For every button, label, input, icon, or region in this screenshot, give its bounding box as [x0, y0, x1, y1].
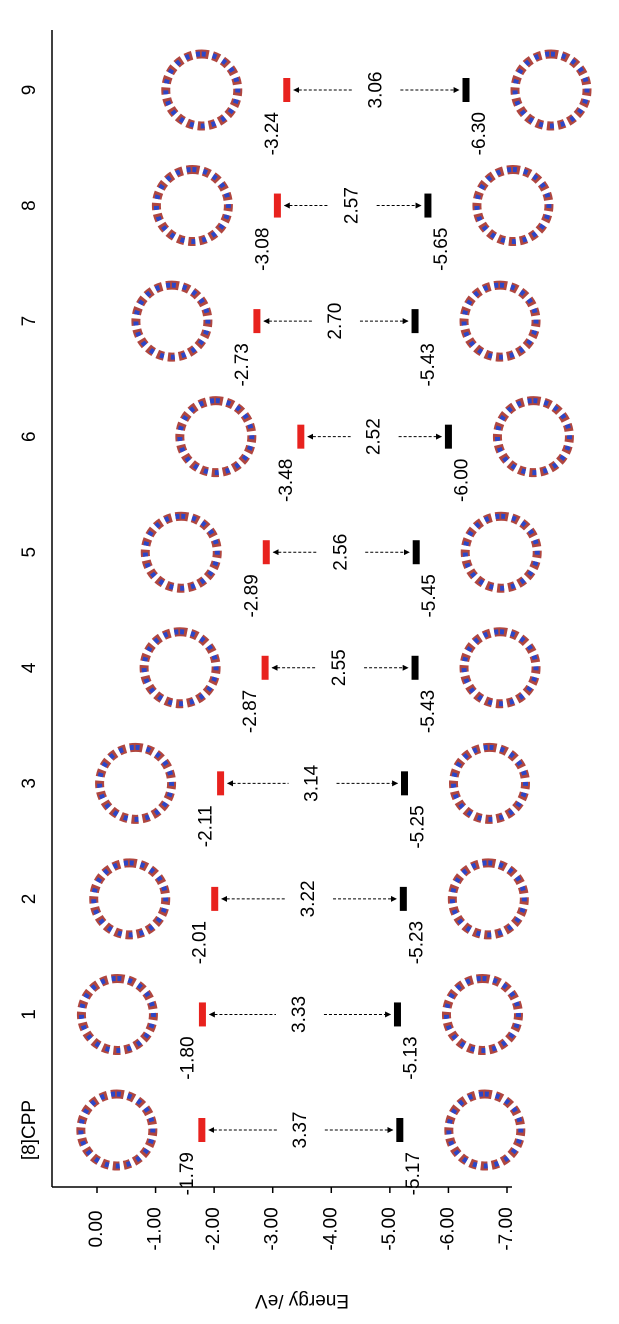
energy-level — [211, 887, 218, 911]
value-label: -5.43 — [418, 690, 439, 733]
y-tick-label: -4.00 — [320, 1207, 341, 1250]
category-label: 4 — [19, 662, 40, 673]
orbital-image — [465, 516, 537, 588]
value-label: -5.13 — [400, 1036, 421, 1079]
plot-area: Energy /eV 0.00 -1.00 -2.00 -3.00 -4.00 -5.00… — [19, 30, 587, 1311]
energy-level — [283, 78, 290, 102]
category-label: 1 — [19, 1009, 40, 1020]
orbital-image — [452, 863, 524, 935]
gap-label: 2.56 — [330, 534, 351, 571]
gap-label: 2.70 — [325, 303, 346, 340]
category-label: 6 — [19, 431, 40, 442]
value-label: -1.80 — [177, 1036, 198, 1079]
value-label: -2.01 — [190, 921, 211, 964]
value-label: -2.11 — [196, 805, 217, 847]
orbital-image — [180, 401, 252, 473]
value-label: -2.87 — [240, 690, 261, 733]
value-label: -5.25 — [408, 805, 429, 848]
y-tick-label: -2.00 — [203, 1207, 224, 1250]
y-tick-label: -7.00 — [496, 1207, 517, 1250]
orbital-image — [166, 54, 238, 126]
energy-level — [297, 425, 304, 449]
energy-level — [424, 194, 431, 218]
gap-label: 2.55 — [329, 649, 350, 686]
gap-label: 3.06 — [365, 72, 386, 109]
energy-level — [394, 1002, 401, 1026]
energy-level — [263, 540, 270, 564]
orbital-image — [136, 285, 208, 357]
orbital-image — [449, 1094, 521, 1166]
orbital-image — [446, 978, 518, 1050]
gap-label: 3.22 — [298, 880, 319, 917]
y-tick-label: 0.00 — [86, 1211, 107, 1248]
category-label: 3 — [19, 778, 40, 789]
axis-title: Energy /eV — [255, 1290, 349, 1311]
y-tick-label: -3.00 — [262, 1207, 283, 1250]
gap-label: 2.52 — [364, 418, 385, 455]
gap-label: 2.57 — [342, 187, 363, 224]
energy-level — [217, 771, 224, 795]
category-label: [8]CPP — [19, 1100, 40, 1160]
energy-level — [412, 656, 419, 680]
orbital-image — [144, 632, 216, 704]
energy-level — [413, 540, 420, 564]
category-label: 7 — [19, 316, 40, 327]
value-label: -5.45 — [419, 574, 440, 617]
category-label: 8 — [19, 200, 40, 211]
value-label: -3.24 — [262, 112, 283, 156]
category-label: 9 — [19, 85, 40, 96]
value-label: -5.65 — [431, 228, 452, 271]
energy-level — [198, 1118, 205, 1142]
value-label: -5.17 — [403, 1152, 424, 1195]
chart: Energy /eV 0.00 -1.00 -2.00 -3.00 -4.00 -5.00… — [0, 0, 619, 1324]
orbital-image — [94, 863, 166, 935]
orbital-image — [464, 632, 536, 704]
orbital-image — [81, 1094, 153, 1166]
energy-level — [262, 656, 269, 680]
orbital-image — [156, 170, 228, 242]
energy-level — [400, 887, 407, 911]
orbital-image — [454, 747, 526, 819]
orbital-image — [497, 401, 569, 473]
energy-level — [412, 309, 419, 333]
value-label: -3.08 — [252, 228, 273, 271]
energy-level — [445, 425, 452, 449]
value-label: -5.23 — [406, 921, 427, 964]
energy-level — [274, 194, 281, 218]
category-label: 2 — [19, 894, 40, 905]
y-tick-label: -6.00 — [437, 1207, 458, 1250]
orbital-image — [477, 170, 549, 242]
orbital-image — [100, 747, 172, 819]
value-label: -1.79 — [177, 1152, 198, 1195]
energy-level — [253, 309, 260, 333]
y-tick-label: -1.00 — [145, 1207, 166, 1250]
category-label: 5 — [19, 547, 40, 558]
orbital-image — [464, 285, 536, 357]
value-label: -6.00 — [451, 459, 472, 502]
gap-label: 3.14 — [302, 764, 323, 801]
energy-level — [401, 771, 408, 795]
gap-label: 3.37 — [290, 1112, 311, 1149]
energy-level — [199, 1002, 206, 1026]
orbital-image — [515, 54, 587, 126]
value-label: -6.30 — [469, 112, 490, 155]
orbital-image — [145, 516, 217, 588]
energy-level — [463, 78, 470, 102]
value-label: -5.43 — [418, 343, 439, 386]
value-label: -2.89 — [241, 574, 262, 617]
value-label: -3.48 — [276, 459, 297, 502]
orbital-image — [81, 978, 153, 1050]
gap-label: 3.33 — [289, 996, 310, 1033]
y-tick-label: -5.00 — [379, 1207, 400, 1250]
energy-level — [396, 1118, 403, 1142]
value-label: -2.73 — [232, 343, 253, 386]
